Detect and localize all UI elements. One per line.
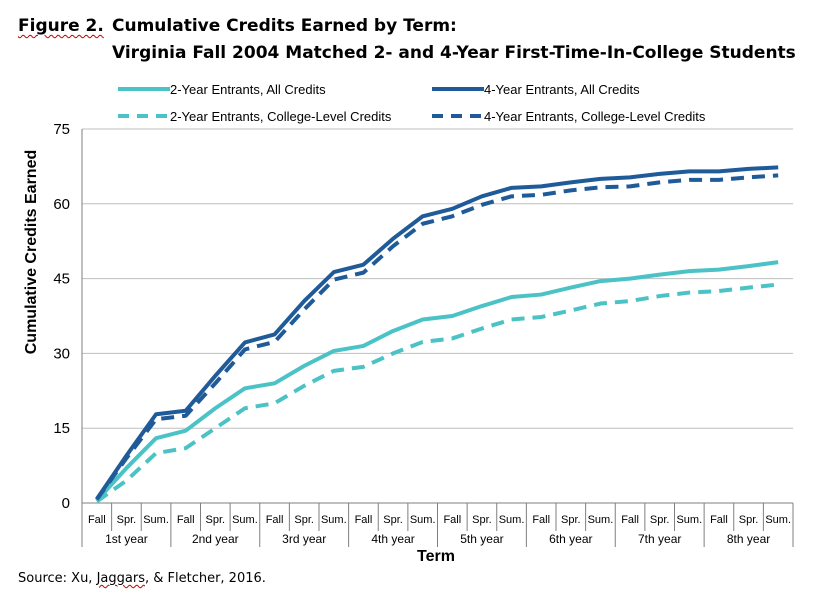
y-axis: 0 15 30 45 60 75 bbox=[53, 121, 70, 512]
y-tick-label: 75 bbox=[53, 121, 70, 138]
x-tick-label: Fall bbox=[88, 514, 106, 526]
x-tick-label: Sum. bbox=[676, 514, 702, 526]
x-tick-label: Fall bbox=[177, 514, 195, 526]
year-label: 5th year bbox=[460, 532, 503, 546]
x-tick-label: Spr. bbox=[739, 514, 759, 526]
series-lines bbox=[95, 165, 779, 504]
chart-title-line-1: Cumulative Credits Earned by Term: bbox=[112, 16, 457, 36]
x-tick-label: Fall bbox=[532, 514, 550, 526]
x-tick-label: Fall bbox=[710, 514, 728, 526]
year-label: 3rd year bbox=[282, 532, 326, 546]
legend-label: 4-Year Entrants, College-Level Credits bbox=[484, 109, 706, 124]
legend-label: 4-Year Entrants, All Credits bbox=[484, 82, 640, 97]
series-line-2 bbox=[95, 165, 779, 501]
y-tick-label: 0 bbox=[62, 495, 70, 512]
y-tick-label: 15 bbox=[53, 420, 70, 437]
year-label: 6th year bbox=[549, 532, 592, 546]
x-tick-label: Fall bbox=[621, 514, 639, 526]
x-tick-label: Spr. bbox=[117, 514, 137, 526]
x-tick-label: Sum. bbox=[499, 514, 525, 526]
x-tick-label: Spr. bbox=[561, 514, 581, 526]
x-axis: Fall Spr. Sum. Fall Spr. Sum. Fall Spr. Sum. Fall… bbox=[81, 129, 794, 547]
x-tick-label: Sum. bbox=[410, 514, 436, 526]
x-tick-label: Spr. bbox=[650, 514, 670, 526]
x-tick-label: Spr. bbox=[206, 514, 226, 526]
x-tick-label: Spr. bbox=[472, 514, 492, 526]
legend: 2-Year Entrants, All Credits 4-Year Entra… bbox=[118, 82, 706, 124]
legend-label: 2-Year Entrants, All Credits bbox=[170, 82, 326, 97]
year-label: 1st year bbox=[105, 532, 148, 546]
year-label: 8th year bbox=[727, 532, 770, 546]
x-axis-label: Term bbox=[417, 548, 455, 565]
y-axis-label: Cumulative Credits Earned bbox=[23, 150, 40, 355]
x-tick-label: Spr. bbox=[383, 514, 403, 526]
x-tick-label: Sum. bbox=[232, 514, 258, 526]
source-note: Source: Xu, Jaggars, & Fletcher, 2016. bbox=[18, 571, 266, 586]
y-tick-label: 60 bbox=[53, 196, 70, 213]
x-tick-label: Sum. bbox=[765, 514, 791, 526]
chart-title-line-2: Virginia Fall 2004 Matched 2- and 4-Year… bbox=[112, 43, 796, 63]
series-line-4 bbox=[95, 173, 779, 501]
gridlines bbox=[82, 128, 793, 429]
x-tick-label: Spr. bbox=[294, 514, 314, 526]
year-label: 2nd year bbox=[192, 532, 239, 546]
legend-label: 2-Year Entrants, College-Level Credits bbox=[170, 109, 392, 124]
y-tick-label: 30 bbox=[53, 345, 70, 362]
year-label: 4th year bbox=[371, 532, 414, 546]
year-label: 7th year bbox=[638, 532, 681, 546]
y-tick-label: 45 bbox=[53, 271, 70, 288]
series-line-1 bbox=[95, 260, 779, 502]
x-tick-label: Sum. bbox=[143, 514, 169, 526]
x-tick-label: Fall bbox=[443, 514, 461, 526]
x-tick-label: Sum. bbox=[588, 514, 614, 526]
x-tick-label: Fall bbox=[355, 514, 373, 526]
x-tick-label: Fall bbox=[266, 514, 284, 526]
figure-label: Figure 2. bbox=[18, 16, 104, 36]
series-line-3 bbox=[95, 282, 779, 504]
x-tick-label: Sum. bbox=[321, 514, 347, 526]
